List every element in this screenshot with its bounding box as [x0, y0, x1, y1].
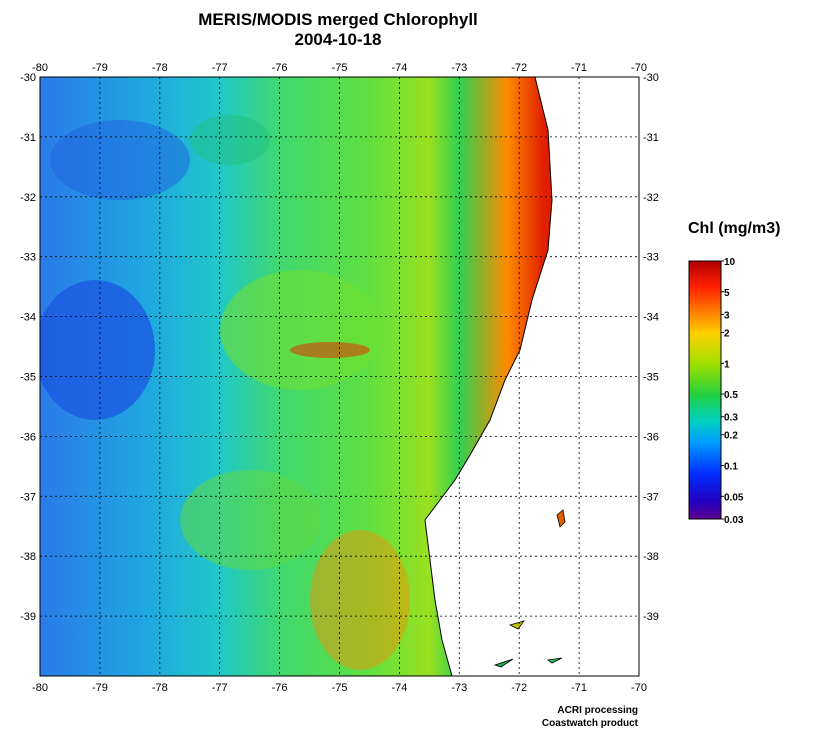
lon-tick-bottom: -76	[272, 682, 288, 694]
colorbar-label: 0.1	[724, 462, 738, 473]
colorbar-labels: 10 5 3 2 1 0.5 0.3 0.2 0.1 0.05 0.03	[721, 257, 744, 526]
lat-tick-right: -32	[643, 192, 659, 204]
lat-tick-left: -34	[20, 312, 36, 324]
lat-tick-right: -38	[643, 551, 659, 563]
lon-tick-top: -74	[391, 62, 407, 74]
colorbar-label: 1	[724, 359, 730, 370]
lat-tick-right: -33	[643, 252, 659, 264]
colorbar-label: 10	[724, 257, 736, 268]
lat-tick-left: -36	[20, 431, 36, 443]
lon-tick-bottom: -73	[451, 682, 467, 694]
processing-credit: ACRI processing	[557, 705, 638, 716]
lat-tick-left: -33	[20, 252, 36, 264]
lat-tick-left: -38	[20, 551, 36, 563]
lon-tick-bottom: -75	[332, 682, 348, 694]
colorbar-label: 3	[724, 310, 730, 321]
map-frame	[39, 76, 640, 677]
lon-tick-bottom: -79	[92, 682, 108, 694]
lon-tick-top: -77	[212, 62, 228, 74]
lon-tick-bottom: -70	[631, 682, 647, 694]
lon-tick-bottom: -77	[212, 682, 228, 694]
lat-tick-right: -30	[643, 72, 659, 84]
lat-tick-right: -39	[643, 611, 659, 623]
lat-tick-left: -31	[20, 132, 36, 144]
colorbar-label: 0.2	[724, 431, 738, 442]
lon-tick-top: -71	[571, 62, 587, 74]
map-title: MERIS/MODIS merged Chlorophyll	[198, 10, 478, 29]
lat-tick-right: -34	[643, 312, 659, 324]
lon-tick-bottom: -74	[391, 682, 407, 694]
tick-labels: -80 -80 -79 -79 -78 -78 -77 -77 -76 -76 -75 -75 -74 -…	[20, 62, 659, 694]
legend-title: Chl (mg/m3)	[688, 220, 781, 237]
lon-tick-bottom: -80	[32, 682, 48, 694]
colorbar-label: 0.3	[724, 413, 738, 424]
lat-tick-right: -37	[643, 491, 659, 503]
lat-tick-right: -35	[643, 372, 659, 384]
lon-tick-bottom: -78	[152, 682, 168, 694]
colorbar-label: 0.5	[724, 390, 738, 401]
lon-tick-top: -78	[152, 62, 168, 74]
lat-tick-right: -36	[643, 431, 659, 443]
lat-tick-left: -37	[20, 491, 36, 503]
colorbar-label: 0.05	[724, 492, 744, 503]
lon-tick-top: -73	[451, 62, 467, 74]
lat-tick-left: -32	[20, 192, 36, 204]
product-credit: Coastwatch product	[541, 718, 638, 729]
map-date: 2004-10-18	[294, 30, 382, 49]
lon-tick-top: -76	[272, 62, 288, 74]
lon-tick-bottom: -71	[571, 682, 587, 694]
lat-tick-left: -30	[20, 72, 36, 84]
colorbar-label: 2	[724, 328, 730, 339]
colorbar-label: 0.03	[724, 515, 744, 526]
lon-tick-top: -80	[32, 62, 48, 74]
colorbar-label: 5	[724, 288, 730, 299]
lat-tick-left: -35	[20, 372, 36, 384]
lat-tick-left: -39	[20, 611, 36, 623]
lon-tick-top: -79	[92, 62, 108, 74]
colorbar	[688, 260, 722, 520]
lat-tick-right: -31	[643, 132, 659, 144]
lon-tick-top: -72	[511, 62, 527, 74]
lon-tick-bottom: -72	[511, 682, 527, 694]
lon-tick-top: -75	[332, 62, 348, 74]
lon-tick-top: -70	[631, 62, 647, 74]
